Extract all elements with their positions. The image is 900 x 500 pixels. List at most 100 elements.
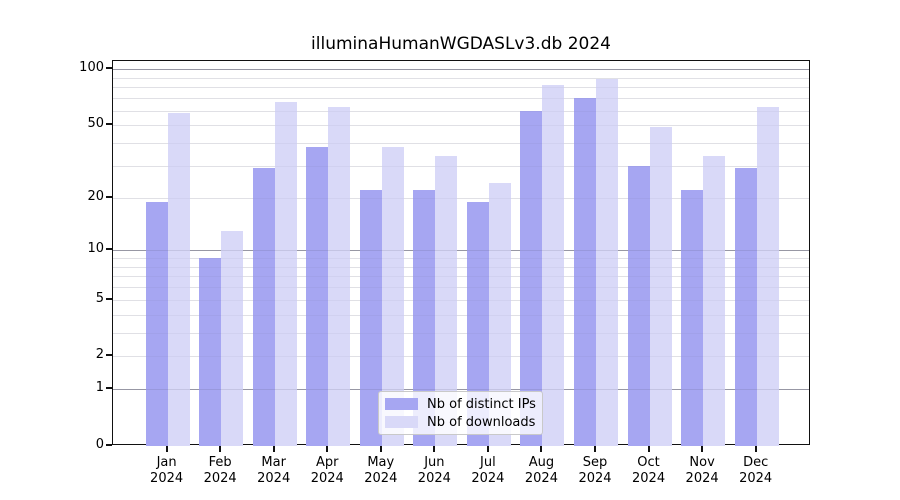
bar-downloads-aug <box>542 85 565 446</box>
gridline-overlay <box>113 197 809 199</box>
x-axis-tick-label-month: Jul <box>480 455 496 470</box>
y-axis-tick-label: 2 <box>95 347 104 363</box>
bar-downloads-feb <box>221 230 244 446</box>
gridline-overlay <box>113 87 809 89</box>
bar-distinct-ips-feb <box>199 258 222 446</box>
x-axis-tick-label: Sep 2024 <box>563 455 627 487</box>
x-axis-tick <box>701 446 704 452</box>
x-axis-tick <box>486 446 489 452</box>
legend-swatch-downloads <box>385 416 418 428</box>
bar-downloads-nov <box>703 155 726 446</box>
x-axis-tick <box>326 446 329 452</box>
gridline-minor <box>113 266 809 268</box>
gridline-minor <box>113 197 809 199</box>
x-axis-tick-label: Feb 2024 <box>188 455 252 487</box>
gridline-minor <box>113 314 809 316</box>
gridline-minor <box>113 142 809 144</box>
gridline-minor <box>113 276 809 278</box>
plot-area <box>112 60 810 446</box>
gridline-major <box>113 250 809 252</box>
bar-distinct-ips-mar <box>252 168 275 446</box>
gridline-minor <box>113 87 809 89</box>
gridline-overlay <box>113 98 809 100</box>
gridline-overlay <box>113 258 809 260</box>
y-axis-tick-label: 10 <box>87 241 104 257</box>
legend-label-downloads: Nb of downloads <box>427 414 536 430</box>
gridline-overlay <box>113 266 809 268</box>
y-axis-tick <box>106 444 112 446</box>
gridline-overlay <box>113 299 809 301</box>
gridline-overlay <box>113 77 809 79</box>
bar-downloads-mar <box>274 101 297 446</box>
gridline-overlay <box>113 276 809 278</box>
bar-downloads-may <box>381 147 404 446</box>
gridline-minor <box>113 110 809 112</box>
y-axis-tick <box>106 195 112 198</box>
x-axis-tick <box>272 446 275 452</box>
gridline-overlay <box>113 69 809 71</box>
x-axis-tick-label: Aug 2024 <box>509 455 573 487</box>
x-axis-tick-label-year: 2024 <box>685 471 719 486</box>
x-axis-tick-label-year: 2024 <box>471 471 505 486</box>
y-axis-tick-label: 50 <box>87 116 104 132</box>
x-axis-tick-label-month: Dec <box>743 455 769 470</box>
bar-downloads-oct <box>649 126 672 446</box>
gridline-minor <box>113 258 809 260</box>
bar-distinct-ips-may <box>359 190 382 446</box>
chart-title: illuminaHumanWGDASLv3.db 2024 <box>311 34 611 54</box>
x-axis-tick-label-month: Jan <box>156 455 177 470</box>
bar-downloads-sep <box>596 78 618 446</box>
y-axis-tick-label: 100 <box>79 60 104 76</box>
gridline-overlay <box>113 125 809 127</box>
x-axis-tick-label-year: 2024 <box>524 471 558 486</box>
x-axis-tick-label-year: 2024 <box>364 471 398 486</box>
x-axis-tick <box>219 446 222 452</box>
gridline-major <box>113 69 809 71</box>
x-axis-tick-label: Nov 2024 <box>670 455 734 487</box>
x-axis-tick <box>754 446 757 452</box>
gridline-minor <box>113 77 809 79</box>
gridline-overlay <box>113 110 809 112</box>
gridline-minor <box>113 287 809 289</box>
bar-downloads-jul <box>488 183 511 446</box>
x-axis-tick-label: Dec 2024 <box>724 455 788 487</box>
x-axis-tick-label-year: 2024 <box>739 471 773 486</box>
gridline-overlay <box>113 165 809 167</box>
gridline-minor <box>113 98 809 100</box>
x-axis-tick <box>647 446 650 452</box>
bar-distinct-ips-jan <box>145 201 168 446</box>
x-axis-tick-label-year: 2024 <box>203 471 237 486</box>
x-axis-tick-label: Mar 2024 <box>242 455 306 487</box>
gridline-minor <box>113 299 809 301</box>
gridline-overlay <box>113 250 809 252</box>
x-axis-tick <box>165 446 168 452</box>
x-axis-tick <box>540 446 543 452</box>
bar-downloads-jun <box>435 155 458 446</box>
x-axis-tick-label-month: Aug <box>528 455 555 470</box>
bar-downloads-apr <box>328 106 351 446</box>
x-axis-tick-label-year: 2024 <box>632 471 666 486</box>
x-axis-tick-label: Jul 2024 <box>456 455 520 487</box>
bar-distinct-ips-jun <box>413 190 436 446</box>
x-axis-tick-label: Oct 2024 <box>617 455 681 487</box>
legend-swatch-distinct-ips <box>385 398 418 410</box>
x-axis-tick <box>379 446 382 452</box>
x-axis-tick-label-year: 2024 <box>257 471 291 486</box>
gridline-overlay <box>113 389 809 391</box>
gridline-minor <box>113 125 809 127</box>
x-axis-tick-label-month: Jun <box>424 455 445 470</box>
gridline-overlay <box>113 332 809 334</box>
y-axis-tick <box>106 123 112 126</box>
x-axis-tick-label-month: Apr <box>316 455 339 470</box>
gridline-overlay <box>113 314 809 316</box>
bar-distinct-ips-jul <box>466 201 489 446</box>
x-axis-tick-label-year: 2024 <box>150 471 184 486</box>
x-axis-tick-label-month: Nov <box>689 455 715 470</box>
gridline-minor <box>113 332 809 334</box>
bar-distinct-ips-dec <box>734 168 757 446</box>
y-axis-tick <box>106 297 112 300</box>
legend-item-distinct-ips: Nb of distinct IPs <box>385 396 536 412</box>
x-axis-tick-label-month: Mar <box>261 455 286 470</box>
legend-label-distinct-ips: Nb of distinct IPs <box>427 396 536 412</box>
